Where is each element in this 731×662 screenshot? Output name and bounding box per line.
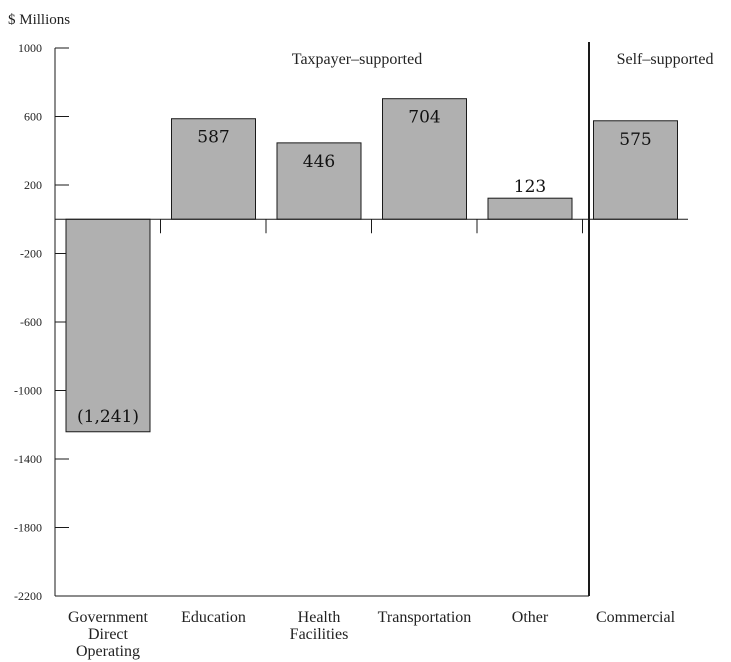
category-label-4-line-0: Other xyxy=(512,609,549,626)
y-axis: 1000 600 200 -200 -600 -1000 -1400 -1800 -2200 xyxy=(14,41,69,603)
y-tick-label-7: -1800 xyxy=(14,521,42,535)
y-tick-label-1: 600 xyxy=(24,110,42,124)
data-label-0: (1,241) xyxy=(77,407,139,427)
bar-4 xyxy=(487,197,573,220)
y-unit-label: $ Millions xyxy=(8,12,70,28)
x-axis xyxy=(55,218,688,597)
data-label-5: 575 xyxy=(619,130,651,150)
y-tick-label-5: -1000 xyxy=(14,384,42,398)
category-label-1-line-0: Education xyxy=(181,609,246,626)
y-tick-label-2: 200 xyxy=(24,178,42,192)
category-label-0-line-2: Operating xyxy=(76,643,140,660)
category-label-0-line-1: Direct xyxy=(88,626,129,643)
data-label-3: 704 xyxy=(408,108,440,128)
bar-0 xyxy=(65,218,151,433)
y-tick-label-3: -200 xyxy=(20,247,42,261)
category-label-2-line-0: Health xyxy=(298,609,341,626)
bar-1 xyxy=(171,118,256,220)
section-label-1: Self–supported xyxy=(617,51,714,68)
category-label-0-line-0: Government xyxy=(68,609,149,626)
data-label-4: 123 xyxy=(514,177,546,197)
bar-5 xyxy=(593,120,678,220)
sections: Taxpayer–supported Self–supported xyxy=(292,42,714,596)
y-tick-label-8: -2200 xyxy=(14,589,42,603)
category-label-3-line-0: Transportation xyxy=(378,609,472,626)
data-label-2: 446 xyxy=(303,152,335,172)
bars: (1,241) 587 446 704 123 575 xyxy=(65,98,678,433)
y-tick-label-0: 1000 xyxy=(18,41,42,55)
data-label-1: 587 xyxy=(197,128,229,148)
y-tick-label-4: -600 xyxy=(20,315,42,329)
y-tick-label-6: -1400 xyxy=(14,452,42,466)
category-label-5-line-0: Commercial xyxy=(596,609,676,626)
category-label-2-line-1: Facilities xyxy=(290,626,349,643)
bar-2 xyxy=(276,142,362,220)
section-label-0: Taxpayer–supported xyxy=(292,51,422,68)
